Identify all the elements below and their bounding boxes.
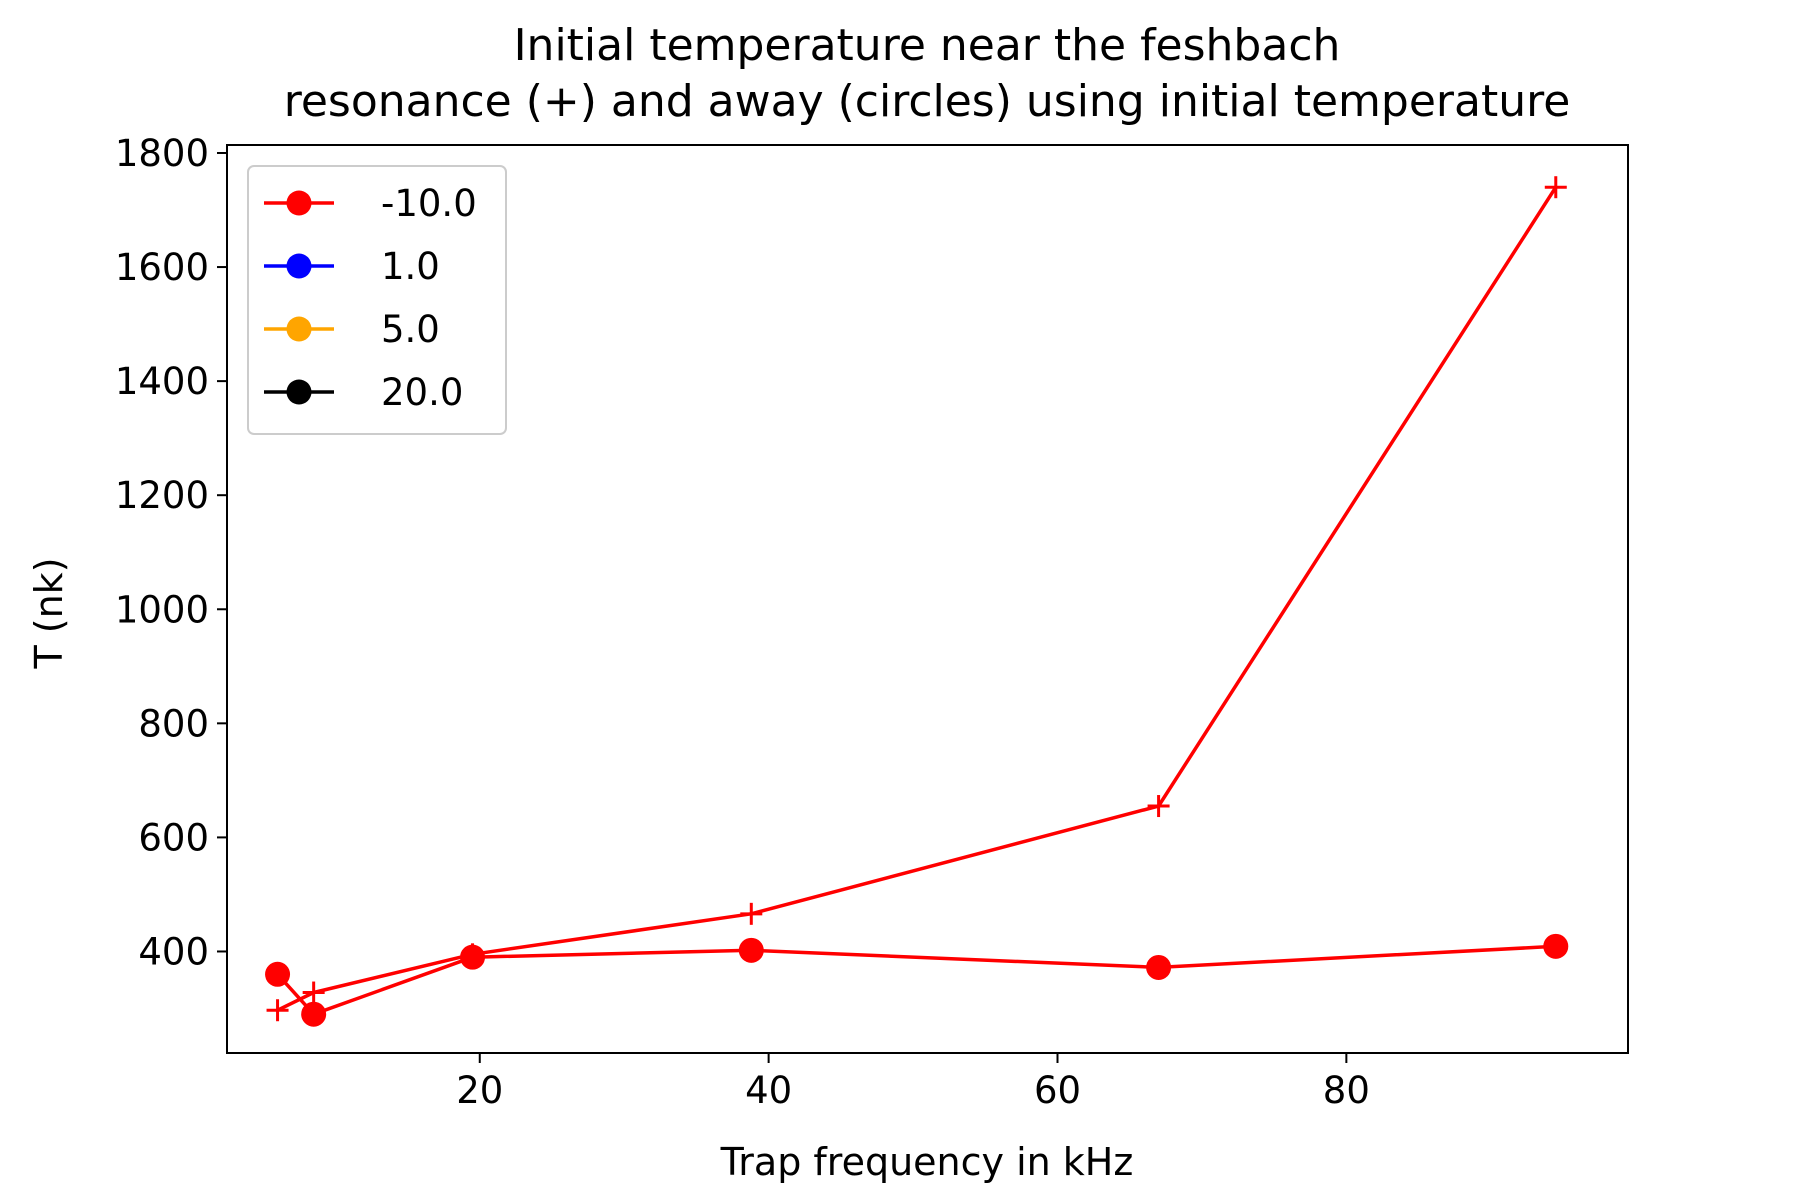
data-point-plus xyxy=(302,981,325,1004)
legend: -10.0 1.0 5.0 20.0 xyxy=(247,165,507,435)
data-point-circle xyxy=(1543,933,1569,959)
plot-area: 20 40 60 80 400 600 800 1000 1200 1400 1600 1800 xyxy=(115,132,1629,1112)
legend-label: 1.0 xyxy=(381,245,440,288)
series-plus-line xyxy=(276,186,1558,1012)
legend-marker-swatch xyxy=(286,190,312,216)
x-tick-label: 40 xyxy=(745,1069,792,1112)
data-point-circle xyxy=(1146,954,1172,980)
data-point-plus xyxy=(1544,176,1567,199)
data-point-circle xyxy=(301,1001,327,1027)
legend-entry: -10.0 xyxy=(264,182,477,225)
y-tick-label: 1000 xyxy=(115,588,209,631)
y-tick-label: 400 xyxy=(138,930,209,973)
y-axis-label: T (nk) xyxy=(27,557,71,669)
x-tick-label: 20 xyxy=(456,1069,503,1112)
y-tick-label: 1800 xyxy=(115,132,209,175)
legend-box xyxy=(247,165,507,435)
x-tick-label: 80 xyxy=(1323,1069,1370,1112)
legend-entry: 20.0 xyxy=(264,371,463,414)
x-axis-label: Trap frequency in kHz xyxy=(720,1140,1134,1184)
data-point-plus xyxy=(740,902,763,925)
chart-title-line-2: resonance (+) and away (circles) using i… xyxy=(284,76,1571,127)
legend-entry: 1.0 xyxy=(264,245,440,288)
legend-label: -10.0 xyxy=(381,182,477,225)
y-tick-label: 1200 xyxy=(115,474,209,517)
y-tick-label: 600 xyxy=(138,816,209,859)
data-point-circle xyxy=(265,961,291,987)
data-point-plus xyxy=(1147,795,1170,818)
y-tick-label: 800 xyxy=(138,702,209,745)
legend-entry: 5.0 xyxy=(264,308,440,351)
legend-marker-swatch xyxy=(286,379,312,405)
y-tick-label: 1400 xyxy=(115,360,209,403)
legend-label: 20.0 xyxy=(381,371,463,414)
data-point-circle xyxy=(460,944,486,970)
y-tick-label: 1600 xyxy=(115,246,209,289)
plot-frame xyxy=(226,144,1629,1054)
x-tick-label: 60 xyxy=(1034,1069,1081,1112)
data-point-circle xyxy=(738,937,764,963)
data-point-plus xyxy=(266,999,289,1022)
legend-marker-swatch xyxy=(286,316,312,342)
legend-marker-swatch xyxy=(286,253,312,279)
chart-title-line-1: Initial temperature near the feshbach xyxy=(514,20,1341,71)
legend-label: 5.0 xyxy=(381,308,440,351)
